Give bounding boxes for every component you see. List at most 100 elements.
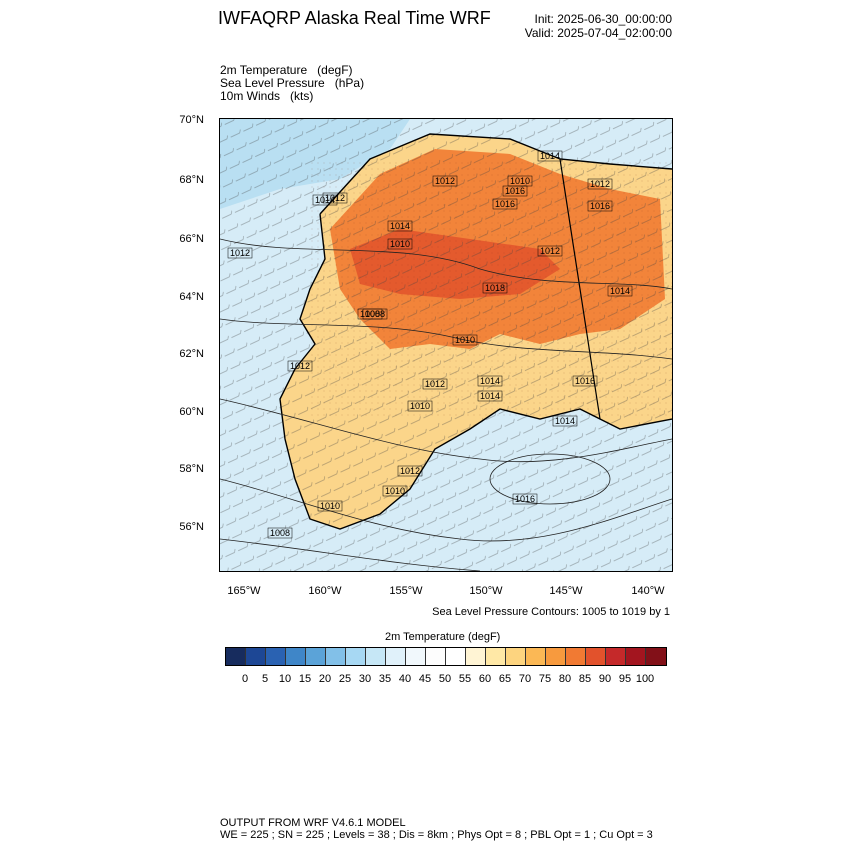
- svg-text:1018: 1018: [485, 283, 505, 293]
- svg-text:1010: 1010: [455, 335, 475, 345]
- run-times: Init: 2025-06-30_00:00:00 Valid: 2025-07…: [525, 12, 672, 40]
- isobar-label: 1016: [502, 185, 528, 197]
- svg-text:1016: 1016: [505, 186, 525, 196]
- colorbar-swatch: [426, 648, 446, 665]
- colorbar-tick-label: 35: [378, 673, 392, 685]
- svg-text:1008: 1008: [270, 528, 290, 538]
- coastline: [279, 133, 672, 530]
- lat-label: 66°N: [179, 233, 204, 245]
- svg-text:1014: 1014: [555, 416, 575, 426]
- isobar-label: 1014: [387, 220, 413, 232]
- colorbar-swatch: [386, 648, 406, 665]
- lon-label: 150°W: [469, 585, 503, 597]
- field-winds: 10m Winds (kts): [220, 90, 313, 103]
- lat-label: 56°N: [179, 521, 204, 533]
- colorbar-tick-label: 60: [478, 673, 492, 685]
- colorbar-tick-label: 55: [458, 673, 472, 685]
- lat-label: 64°N: [179, 291, 204, 303]
- colorbar-swatch: [546, 648, 566, 665]
- svg-text:1010: 1010: [320, 501, 340, 511]
- field-unit: (hPa): [334, 76, 365, 90]
- svg-text:1014: 1014: [480, 391, 500, 401]
- isobar-label: 1010: [452, 334, 478, 346]
- colorbar-swatch: [406, 648, 426, 665]
- isobar-label: 1014: [312, 194, 338, 206]
- isobar-label: 1016: [587, 200, 613, 212]
- isobar-label: 1018: [482, 282, 508, 294]
- field-temperature: 2m Temperature (degF): [220, 64, 353, 77]
- isobar-label: 1012: [322, 192, 348, 204]
- lon-label: 165°W: [227, 585, 261, 597]
- isobar-label: 1012: [537, 245, 563, 257]
- colorbar-tick-label: 20: [318, 673, 332, 685]
- svg-text:1012: 1012: [230, 248, 250, 258]
- svg-text:1010: 1010: [510, 176, 530, 186]
- isobar-label: 1014: [607, 285, 633, 297]
- valid-time: Valid: 2025-07-04_02:00:00: [524, 26, 672, 40]
- colorbar-swatch: [326, 648, 346, 665]
- model-info: OUTPUT FROM WRF V4.6.1 MODEL: [220, 817, 406, 829]
- svg-text:1014: 1014: [315, 195, 335, 205]
- svg-text:1012: 1012: [540, 246, 560, 256]
- svg-text:1016: 1016: [575, 376, 595, 386]
- colorbar-swatch: [486, 648, 506, 665]
- lat-label: 58°N: [179, 463, 204, 475]
- canada-border: [559, 158, 601, 420]
- isobar-label: 1010: [507, 175, 533, 187]
- field-name: 2m Temperature: [220, 63, 308, 77]
- temperature-colorbar: [225, 647, 667, 666]
- isobar-label: 1016: [512, 493, 538, 505]
- isobar-label: 1010: [382, 485, 408, 497]
- colorbar-tick-label: 90: [598, 673, 612, 685]
- svg-text:1012: 1012: [425, 379, 445, 389]
- svg-text:1010: 1010: [410, 401, 430, 411]
- isobar-label: 1012: [287, 360, 313, 372]
- colorbar-swatch: [226, 648, 246, 665]
- svg-text:1008: 1008: [365, 309, 385, 319]
- colorbar-tick-label: 10: [278, 673, 292, 685]
- colorbar-tick-label: 85: [578, 673, 592, 685]
- colorbar-swatch: [526, 648, 546, 665]
- init-time: Init: 2025-06-30_00:00:00: [534, 12, 672, 26]
- colorbar-swatch: [366, 648, 386, 665]
- colorbar-swatch: [266, 648, 286, 665]
- isobar-label: 1014: [477, 375, 503, 387]
- field-unit: (kts): [290, 89, 314, 103]
- colorbar-tick-label: 15: [298, 673, 312, 685]
- svg-text:1014: 1014: [480, 376, 500, 386]
- map-panel: 1014 1012 1012 1010 1012 1014 1016 1016 1014 1016…: [219, 118, 673, 572]
- colorbar-swatch: [646, 648, 666, 665]
- field-name: Sea Level Pressure: [220, 76, 325, 90]
- colorbar-swatch: [606, 648, 626, 665]
- field-name: 10m Winds: [220, 89, 281, 103]
- colorbar-swatch: [466, 648, 486, 665]
- field-unit: (degF): [317, 63, 353, 77]
- lon-label: 155°W: [389, 585, 423, 597]
- colorbar-tick-label: 45: [418, 673, 432, 685]
- slp-contour-note: Sea Level Pressure Contours: 1005 to 101…: [432, 606, 670, 618]
- isobars: [220, 238, 672, 571]
- colorbar-swatch: [506, 648, 526, 665]
- svg-text:1014: 1014: [610, 286, 630, 296]
- colorbar-swatch: [246, 648, 266, 665]
- colorbar-swatch: [286, 648, 306, 665]
- lon-label: 140°W: [631, 585, 665, 597]
- svg-text:1014: 1014: [540, 151, 560, 161]
- isobar-label: 1010: [407, 400, 433, 412]
- isobar-label: 1016: [492, 198, 518, 210]
- map-title: IWFAQRP Alaska Real Time WRF: [218, 8, 491, 28]
- lon-label: 145°W: [549, 585, 583, 597]
- isobar-label: 1014: [552, 415, 578, 427]
- colorbar-tick-label: 65: [498, 673, 512, 685]
- colorbar-tick-label: 5: [261, 673, 269, 685]
- svg-text:1012: 1012: [290, 361, 310, 371]
- svg-text:1012: 1012: [400, 466, 420, 476]
- isobar-label: 1008: [357, 308, 383, 320]
- model-config: WE = 225 ; SN = 225 ; Levels = 38 ; Dis …: [220, 829, 653, 841]
- svg-text:1012: 1012: [590, 179, 610, 189]
- colorbar-tick-label: 25: [338, 673, 352, 685]
- colorbar-tick-label: 0: [241, 673, 249, 685]
- colorbar-swatch: [446, 648, 466, 665]
- isobar-label: 1012: [587, 178, 613, 190]
